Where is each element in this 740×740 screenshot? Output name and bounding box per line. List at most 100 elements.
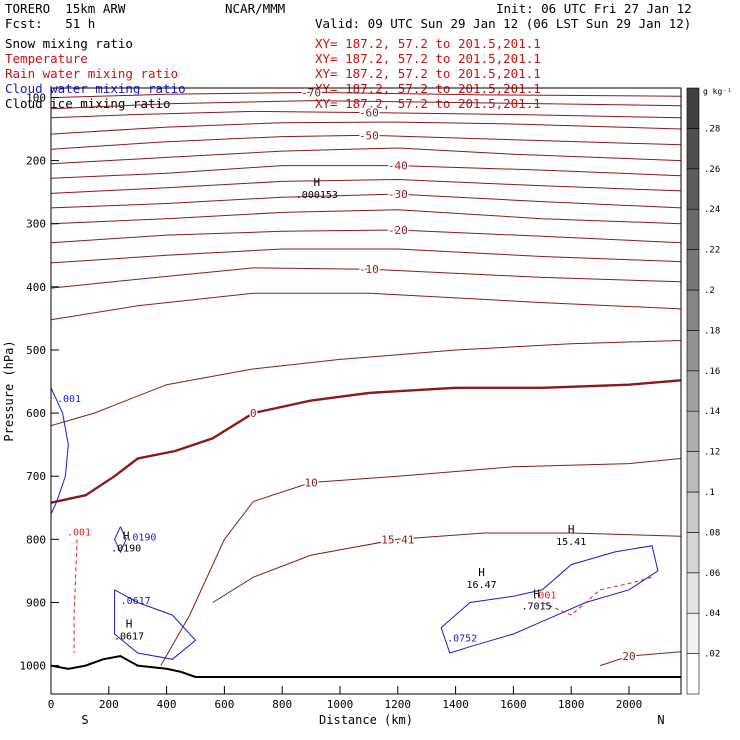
colorbar-cell (686, 370, 700, 412)
temperature-contour (51, 379, 681, 504)
y-tick-label: 500 (26, 344, 46, 357)
colorbar-tick-label: .26 (704, 165, 720, 175)
legend-snow-label: Snow mixing ratio (5, 36, 133, 51)
end-label: N (657, 713, 664, 727)
colorbar-tick-label: .08 (704, 528, 720, 538)
y-tick-label: 1000 (20, 660, 47, 673)
high-marker: H (126, 618, 133, 631)
x-tick-label: 200 (99, 698, 119, 711)
cloud-water-contour (440, 545, 659, 654)
colorbar-tick-label: .24 (704, 205, 720, 215)
start-label: S (81, 713, 88, 727)
temperature-contour (51, 229, 681, 244)
colorbar-tick-label: .1 (704, 488, 715, 498)
x-tick-label: 800 (272, 698, 292, 711)
colorbar-cell (686, 289, 700, 331)
colorbar-cell (686, 87, 700, 129)
temperature-contour (51, 248, 681, 264)
x-tick-label: 0 (48, 698, 55, 711)
plot-frame (50, 87, 682, 695)
x-tick-label: 1000 (327, 698, 354, 711)
y-tick-label: 100 (26, 91, 46, 104)
colorbar-cell (686, 532, 700, 574)
center-title: NCAR/MMM (225, 1, 286, 16)
cloud-water-label: .0190 (126, 533, 156, 544)
temperature-label: 0 (250, 407, 257, 420)
temperature-contour (212, 532, 681, 603)
legend-temperature-label: Temperature (5, 51, 88, 66)
colorbar-unit: g kg⁻¹ (703, 87, 732, 96)
legend-rain-xy: XY= 187.2, 57.2 to 201.5,201.1 (315, 66, 541, 81)
temperature-label: -70 (301, 86, 321, 99)
colorbar-tick-label: .14 (704, 407, 720, 417)
high-marker-value: .7015 (521, 601, 551, 612)
terrain-line (51, 655, 681, 678)
cloud-water-label: .0617 (121, 596, 151, 607)
x-axis-label: Distance (km) (319, 713, 413, 727)
x-tick-label: 1200 (385, 698, 412, 711)
cloud-water-contour (51, 387, 69, 515)
cloud-water-label: .001 (57, 394, 81, 405)
high-marker-value: .0190 (111, 543, 141, 554)
colorbar-cell (686, 451, 700, 493)
colorbar-cell (686, 653, 700, 695)
colorbar-cell (686, 612, 700, 654)
temperature-contour (51, 165, 681, 179)
temperature-label: -10 (359, 263, 379, 276)
colorbar-cell (686, 330, 700, 372)
temperature-contour (51, 100, 681, 110)
colorbar-tick-label: .16 (704, 367, 720, 377)
rain-contour (73, 539, 78, 653)
temperature-label: -20 (388, 224, 408, 237)
x-tick-label: 600 (214, 698, 234, 711)
temperature-contour (51, 292, 681, 321)
y-tick-label: 800 (26, 533, 46, 546)
colorbar-cell (686, 491, 700, 533)
temperature-contour (51, 121, 681, 135)
cloud-water-contour (114, 589, 197, 660)
temperature-contour (51, 340, 681, 427)
x-tick-label: 1800 (558, 698, 585, 711)
temperature-contour (51, 147, 681, 165)
high-marker-value: .000153 (296, 190, 338, 201)
legend-snow-xy: XY= 187.2, 57.2 to 201.5,201.1 (315, 36, 541, 51)
temperature-contour (51, 178, 681, 194)
temperature-label: 15.41 (381, 533, 414, 546)
y-axis-label: Pressure (hPa) (2, 340, 16, 441)
colorbar-tick-label: .06 (704, 569, 720, 579)
cloud-water-label: .0752 (447, 634, 477, 645)
high-marker: H (478, 566, 485, 579)
x-tick-label: 400 (157, 698, 177, 711)
colorbar-tick-label: .02 (704, 650, 720, 660)
rain-label: .001 (532, 590, 556, 601)
y-tick-label: 600 (26, 407, 46, 420)
y-tick-label: 200 (26, 155, 46, 168)
colorbar-cell (686, 249, 700, 291)
temperature-contour (51, 110, 681, 119)
colorbar-tick-label: .12 (704, 448, 720, 458)
temperature-contour (51, 267, 681, 289)
colorbar-cell (686, 128, 700, 170)
colorbar-tick-label: .2 (704, 286, 715, 296)
temperature-label: -40 (388, 160, 408, 173)
temperature-contour (51, 134, 681, 150)
colorbar-cell (686, 168, 700, 210)
x-tick-label: 1600 (500, 698, 527, 711)
temperature-label: 20 (622, 650, 635, 663)
high-marker: H (314, 176, 321, 189)
temperature-contour (56, 91, 681, 98)
high-marker-value: .0617 (114, 632, 144, 643)
cloud-water-contour (114, 526, 127, 554)
colorbar-tick-label: .22 (704, 246, 720, 256)
temperature-contour (160, 458, 681, 666)
temperature-contour (51, 209, 681, 225)
colorbar-cell (686, 572, 700, 614)
colorbar-cell (686, 410, 700, 452)
high-marker: H (568, 523, 575, 536)
rain-contour (542, 576, 653, 616)
y-tick-label: 900 (26, 596, 46, 609)
temperature-contour (51, 193, 681, 209)
legend-cloud-ice-xy: XY= 187.2, 57.2 to 201.5,201.1 (315, 96, 541, 111)
init-time: Init: 06 UTC Fri 27 Jan 12 (496, 1, 692, 16)
